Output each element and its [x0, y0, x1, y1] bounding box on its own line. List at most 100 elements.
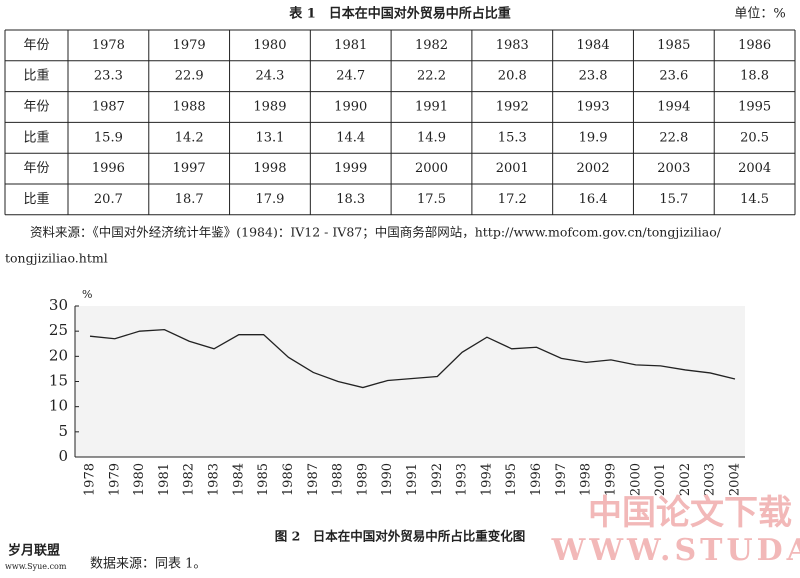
table-cell: 1994 — [657, 100, 690, 115]
x-tick-label: 1998 — [579, 463, 594, 496]
table-cell: 1980 — [253, 38, 286, 53]
row-header: 比重 — [23, 68, 49, 84]
table-cell: 14.5 — [740, 192, 769, 207]
table-cell: 1983 — [496, 38, 529, 53]
table-cell: 15.9 — [94, 130, 123, 145]
table-cell: 1992 — [496, 100, 529, 115]
table-cell: 18.8 — [740, 69, 769, 84]
table-cell: 1995 — [738, 100, 771, 115]
table-cell: 1988 — [173, 100, 206, 115]
y-unit: % — [82, 288, 92, 301]
table-cell: 23.8 — [579, 69, 608, 84]
x-tick-label: 1984 — [231, 463, 246, 496]
table-cell: 18.7 — [175, 192, 204, 207]
table-cell: 1982 — [415, 38, 448, 53]
table-cell: 22.9 — [175, 69, 204, 84]
watermark-en: WWW.STUDA. — [551, 533, 800, 568]
table-cell: 2004 — [738, 161, 771, 176]
table-cell: 14.4 — [336, 130, 365, 145]
x-tick-label: 1979 — [107, 463, 122, 496]
chart-caption: 图 2 日本在中国对外贸易中所占比重变化图 — [275, 529, 526, 544]
table-cell: 22.8 — [659, 130, 688, 145]
table-cell: 2001 — [496, 161, 529, 176]
table-cell: 14.2 — [175, 130, 204, 145]
table-cell: 22.2 — [417, 69, 446, 84]
table-cell: 13.1 — [255, 130, 284, 145]
x-tick-label: 1991 — [405, 463, 420, 496]
y-tick-label: 25 — [49, 321, 68, 339]
y-tick-label: 0 — [58, 447, 68, 465]
row-header: 比重 — [23, 129, 49, 145]
y-tick-label: 20 — [49, 346, 68, 364]
table-cell: 2002 — [577, 161, 610, 176]
row-header: 年份 — [23, 161, 49, 176]
plot-area — [75, 306, 745, 457]
x-tick-label: 2004 — [728, 463, 743, 496]
x-tick-label: 2000 — [628, 463, 643, 496]
y-tick-label: 10 — [49, 397, 68, 415]
y-tick-label: 15 — [49, 372, 68, 390]
table-cell: 17.9 — [255, 192, 284, 207]
x-tick-label: 1996 — [529, 463, 544, 496]
table: 年份 1978 1979 1980 1981 1982 1983 1984 1985 1986 比重… — [4, 29, 796, 216]
table-cell: 14.9 — [417, 130, 446, 145]
chart: 0 5 10 15 20 25 30 1978 1979 1980 1981 1982 1983 1984… — [49, 296, 745, 496]
table-cell: 23.6 — [659, 69, 688, 84]
x-tick-label: 1987 — [306, 463, 321, 496]
table-cell: 19.9 — [579, 130, 608, 145]
x-tick-label: 1997 — [554, 463, 569, 496]
x-tick-label: 2002 — [678, 463, 693, 496]
table-unit: 单位：% — [734, 7, 785, 22]
table-cell: 1993 — [577, 100, 610, 115]
x-tick-label: 1981 — [157, 463, 172, 496]
table-cell: 16.4 — [579, 192, 608, 207]
table-cell: 23.3 — [94, 69, 123, 84]
table-cell: 1990 — [334, 100, 367, 115]
watermark-cn: 中国论文下载 — [588, 493, 792, 533]
table-cell: 1998 — [253, 161, 286, 176]
row-header: 年份 — [23, 38, 49, 53]
table-cell: 18.3 — [336, 192, 365, 207]
table-cell: 15.3 — [498, 130, 527, 145]
table-cell: 1996 — [92, 161, 125, 176]
table-cell: 20.5 — [740, 130, 769, 145]
table-caption: 表 1 日本在中国对外贸易中所占比重 — [288, 6, 511, 22]
table-cell: 24.7 — [336, 69, 365, 84]
x-tick-label: 1999 — [603, 463, 618, 496]
table-cell: 1997 — [173, 161, 206, 176]
table-cell: 17.5 — [417, 192, 446, 207]
table-cell: 1978 — [92, 38, 125, 53]
table-cell: 1999 — [334, 161, 367, 176]
x-tick-label: 1989 — [355, 463, 370, 496]
table-cell: 1986 — [738, 38, 771, 53]
table-cell: 24.3 — [255, 69, 284, 84]
table-cell: 1991 — [415, 100, 448, 115]
logo-en: www.Syue.com — [5, 562, 67, 571]
x-tick-label: 1986 — [281, 463, 296, 496]
table-cell: 17.2 — [498, 192, 527, 207]
row-header: 比重 — [23, 191, 49, 207]
x-tick-label: 1982 — [182, 463, 197, 496]
table-cell: 15.7 — [659, 192, 688, 207]
x-tick-label: 2001 — [653, 463, 668, 496]
x-tick-label: 1985 — [256, 463, 271, 496]
table-cell: 2000 — [415, 161, 448, 176]
x-tick-label: 1994 — [479, 463, 494, 496]
table-cell: 20.7 — [94, 192, 123, 207]
logo-cn: 岁月联盟 — [8, 543, 60, 559]
x-tick-label: 2003 — [703, 463, 718, 496]
x-tick-label: 1990 — [380, 463, 395, 496]
table-cell: 1987 — [92, 100, 125, 115]
x-tick-label: 1993 — [455, 463, 470, 496]
table-cell: 2003 — [657, 161, 690, 176]
table-cell: 1989 — [253, 100, 286, 115]
row-header: 年份 — [23, 100, 49, 115]
x-tick-label: 1980 — [132, 463, 147, 496]
x-tick-label: 1988 — [331, 463, 346, 496]
series-line — [89, 328, 736, 389]
x-tick-label: 1983 — [207, 463, 222, 496]
table-cell: 1984 — [577, 38, 610, 53]
table-cell: 1985 — [657, 38, 690, 53]
